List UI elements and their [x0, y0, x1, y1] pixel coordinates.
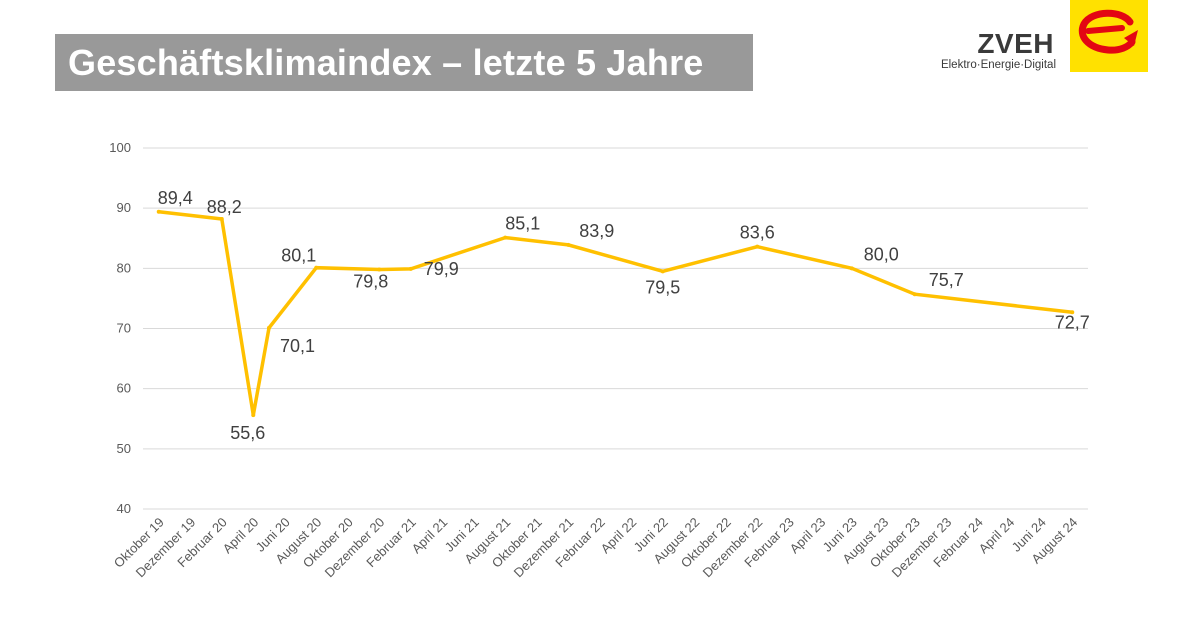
data-label: 85,1 [505, 214, 540, 234]
data-point [850, 266, 854, 270]
data-label: 70,1 [280, 336, 315, 356]
line-chart: 405060708090100Oktober 19Dezember 19Febr… [0, 0, 1200, 628]
data-label: 55,6 [230, 423, 265, 443]
data-label: 83,9 [579, 221, 614, 241]
data-label: 83,6 [740, 223, 775, 243]
data-point [566, 243, 570, 247]
data-label: 72,7 [1055, 312, 1090, 332]
data-point [314, 266, 318, 270]
x-tick-label: April 20 [220, 515, 262, 557]
data-point [267, 326, 271, 330]
data-label: 89,4 [158, 188, 193, 208]
data-label: 79,5 [645, 277, 680, 297]
data-point [755, 245, 759, 249]
data-point [157, 210, 161, 214]
y-tick-label: 100 [109, 140, 131, 155]
x-tick-label: April 22 [598, 515, 640, 557]
x-tick-label: April 21 [409, 515, 451, 557]
series-line [159, 212, 1073, 415]
y-tick-label: 40 [117, 501, 131, 516]
data-point [220, 217, 224, 221]
x-tick-label: April 24 [976, 515, 1018, 557]
x-tick-label: April 23 [787, 515, 829, 557]
data-label: 80,1 [281, 246, 316, 266]
y-tick-label: 70 [117, 321, 131, 336]
y-tick-label: 50 [117, 441, 131, 456]
data-label: 80,0 [864, 244, 899, 264]
y-tick-label: 80 [117, 260, 131, 275]
data-point [503, 236, 507, 240]
y-tick-label: 60 [117, 381, 131, 396]
data-label: 88,2 [207, 197, 242, 217]
data-point [251, 413, 255, 417]
data-point [409, 267, 413, 271]
data-label: 79,9 [424, 259, 459, 279]
data-point [661, 269, 665, 273]
data-label: 79,8 [353, 272, 388, 292]
y-tick-label: 90 [117, 200, 131, 215]
data-label: 75,7 [929, 270, 964, 290]
data-point [913, 292, 917, 296]
